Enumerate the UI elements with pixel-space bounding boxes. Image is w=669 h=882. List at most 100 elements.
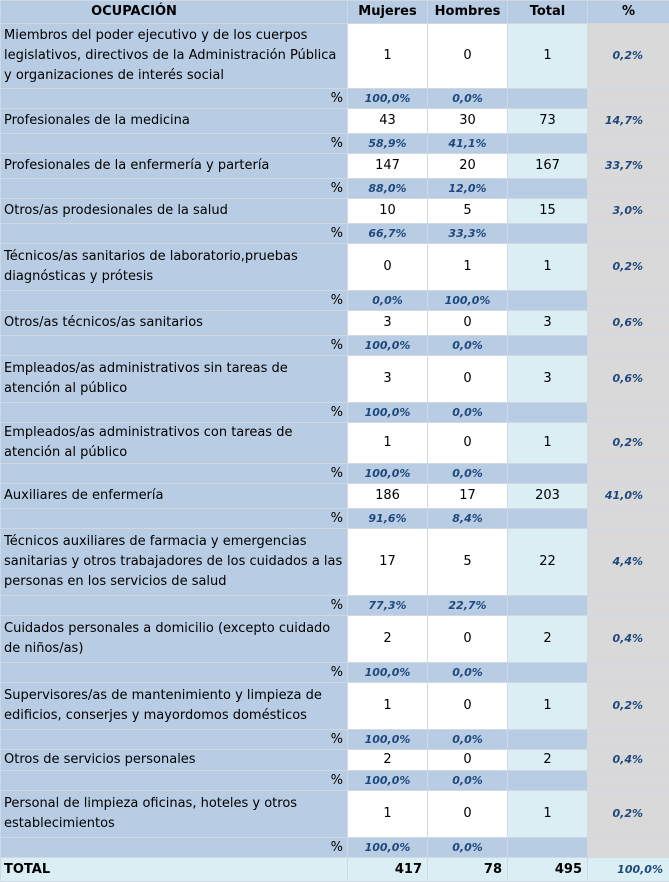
men-count: 20 [428, 154, 508, 179]
share-percent: 3,0% [588, 199, 669, 224]
men-percent: 8,4% [428, 509, 508, 529]
percent-row-empty-total [508, 403, 588, 423]
percent-row-empty-share [588, 464, 669, 484]
men-count: 30 [428, 109, 508, 134]
percent-row-empty-total [508, 179, 588, 199]
header-women: Mujeres [348, 1, 428, 24]
percent-row: %100,0%0,0% [1, 403, 669, 423]
percent-row: %58,9%41,1% [1, 134, 669, 154]
occupation-label: Profesionales de la enfermería y parterí… [1, 154, 348, 179]
table-row: Supervisores/as de mantenimiento y limpi… [1, 683, 669, 730]
percent-row-label: % [1, 291, 348, 311]
men-percent: 41,1% [428, 134, 508, 154]
men-count: 0 [428, 311, 508, 336]
men-count: 17 [428, 484, 508, 509]
percent-row-label: % [1, 336, 348, 356]
total-men: 78 [428, 858, 508, 882]
share-percent: 4,4% [588, 529, 669, 596]
men-percent: 22,7% [428, 596, 508, 616]
percent-row-empty-total [508, 771, 588, 791]
total-count: 2 [508, 750, 588, 771]
total-women: 417 [348, 858, 428, 882]
women-count: 10 [348, 199, 428, 224]
table-row: Empleados/as administrativos sin tareas … [1, 356, 669, 403]
men-count: 0 [428, 24, 508, 89]
percent-row-empty-share [588, 663, 669, 683]
men-count: 0 [428, 791, 508, 838]
occupation-label: Miembros del poder ejecutivo y de los cu… [1, 24, 348, 89]
percent-row-empty-total [508, 596, 588, 616]
percent-row-label: % [1, 771, 348, 791]
women-count: 186 [348, 484, 428, 509]
percent-row-empty-share [588, 730, 669, 750]
women-count: 1 [348, 683, 428, 730]
percent-row-label: % [1, 89, 348, 109]
total-count: 73 [508, 109, 588, 134]
occupation-label: Empleados/as administrativos sin tareas … [1, 356, 348, 403]
table-row: Técnicos/as sanitarios de laboratorio,pr… [1, 244, 669, 291]
women-percent: 100,0% [348, 771, 428, 791]
percent-row-label: % [1, 179, 348, 199]
men-count: 0 [428, 423, 508, 464]
share-percent: 0,6% [588, 311, 669, 336]
women-percent: 100,0% [348, 663, 428, 683]
share-percent: 0,6% [588, 356, 669, 403]
occupation-label: Profesionales de la medicina [1, 109, 348, 134]
percent-row-empty-share [588, 509, 669, 529]
women-percent: 100,0% [348, 730, 428, 750]
men-percent: 0,0% [428, 336, 508, 356]
table-row: Profesionales de la enfermería y parterí… [1, 154, 669, 179]
total-count: 1 [508, 683, 588, 730]
women-count: 0 [348, 244, 428, 291]
occupation-label: Supervisores/as de mantenimiento y limpi… [1, 683, 348, 730]
table-row: Técnicos auxiliares de farmacia y emerge… [1, 529, 669, 596]
total-count: 15 [508, 199, 588, 224]
header-total: Total [508, 1, 588, 24]
percent-row-empty-total [508, 464, 588, 484]
total-total: 495 [508, 858, 588, 882]
women-count: 2 [348, 616, 428, 663]
women-percent: 66,7% [348, 224, 428, 244]
percent-row: %100,0%0,0% [1, 838, 669, 858]
women-count: 1 [348, 791, 428, 838]
header-men: Hombres [428, 1, 508, 24]
total-count: 203 [508, 484, 588, 509]
men-percent: 0,0% [428, 464, 508, 484]
total-count: 1 [508, 791, 588, 838]
women-percent: 100,0% [348, 336, 428, 356]
percent-row-label: % [1, 838, 348, 858]
total-count: 1 [508, 24, 588, 89]
percent-row-empty-total [508, 336, 588, 356]
share-percent: 33,7% [588, 154, 669, 179]
occupation-label: Otros/as prodesionales de la salud [1, 199, 348, 224]
percent-row-empty-share [588, 179, 669, 199]
men-count: 0 [428, 683, 508, 730]
occupation-label: Auxiliares de enfermería [1, 484, 348, 509]
men-percent: 0,0% [428, 89, 508, 109]
table-row: Personal de limpieza oficinas, hoteles y… [1, 791, 669, 838]
occupation-label: Cuidados personales a domicilio (excepto… [1, 616, 348, 663]
women-percent: 77,3% [348, 596, 428, 616]
men-percent: 12,0% [428, 179, 508, 199]
men-count: 5 [428, 199, 508, 224]
percent-row-label: % [1, 730, 348, 750]
women-count: 2 [348, 750, 428, 771]
table-row: Cuidados personales a domicilio (excepto… [1, 616, 669, 663]
percent-row-empty-share [588, 838, 669, 858]
women-percent: 58,9% [348, 134, 428, 154]
women-percent: 0,0% [348, 291, 428, 311]
occupation-label: Otros de servicios personales [1, 750, 348, 771]
women-count: 17 [348, 529, 428, 596]
percent-row: %91,6%8,4% [1, 509, 669, 529]
percent-row-empty-total [508, 663, 588, 683]
occupation-label: Otros/as técnicos/as sanitarios [1, 311, 348, 336]
share-percent: 0,4% [588, 750, 669, 771]
women-percent: 100,0% [348, 838, 428, 858]
occupation-label: Técnicos auxiliares de farmacia y emerge… [1, 529, 348, 596]
percent-row-label: % [1, 509, 348, 529]
total-percent: 100,0% [588, 858, 669, 882]
